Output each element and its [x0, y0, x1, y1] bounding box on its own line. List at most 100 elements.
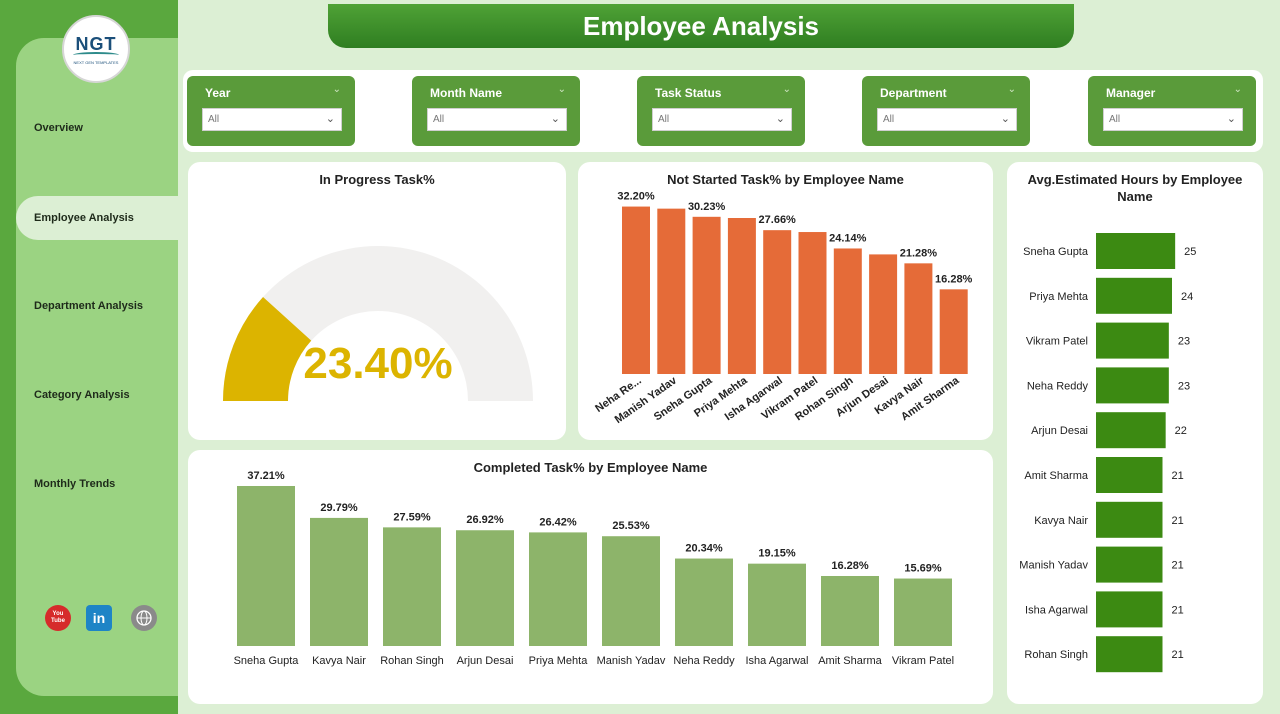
sidebar-item-department-analysis[interactable]: Department Analysis	[16, 284, 178, 328]
category-label: Rohan Singh	[1024, 649, 1088, 661]
bar[interactable]	[1096, 277, 1172, 314]
gauge-fill	[223, 297, 312, 401]
data-label: 29.79%	[320, 502, 358, 514]
data-label: 21	[1172, 649, 1184, 661]
bar[interactable]	[692, 216, 721, 374]
data-label: 19.15%	[758, 548, 796, 560]
bar[interactable]	[727, 218, 756, 374]
sidebar-item-overview[interactable]: Overview	[16, 106, 178, 150]
chart-title: Completed Task% by Employee Name	[473, 460, 708, 475]
data-label: 24	[1181, 291, 1193, 303]
bar[interactable]	[622, 206, 650, 374]
filter-value: All	[658, 114, 670, 125]
bar[interactable]	[748, 563, 806, 646]
linkedin-icon[interactable]: in	[86, 605, 112, 631]
chart-title: Avg.Estimated Hours by Employee Name	[1027, 172, 1243, 204]
filter-dropdown[interactable]: All ⌄	[877, 108, 1017, 131]
bar[interactable]	[310, 517, 368, 646]
filter-task-status: Task Status ⌄ All ⌄	[637, 76, 805, 146]
sidebar-panel	[16, 38, 178, 696]
filter-department: Department ⌄ All ⌄	[862, 76, 1030, 146]
chevron-down-icon: ⌄	[550, 113, 560, 125]
completed-card: Completed Task% by Employee Name 37.21% S…	[188, 450, 993, 704]
bar[interactable]	[1096, 591, 1163, 628]
gauge-track	[223, 246, 533, 401]
chevron-down-icon[interactable]: ⌄	[1007, 84, 1016, 95]
filter-manager: Manager ⌄ All ⌄	[1088, 76, 1256, 146]
bar[interactable]	[1096, 233, 1176, 269]
logo-swoosh	[73, 51, 119, 58]
bar[interactable]	[529, 532, 587, 646]
category-label: Amit Sharma	[1024, 470, 1088, 482]
bar[interactable]	[1096, 546, 1163, 583]
category-label: Manish Yadav	[1019, 560, 1088, 572]
data-label: 26.92%	[466, 514, 504, 526]
bar[interactable]	[763, 230, 792, 374]
globe-glyph	[136, 610, 152, 626]
chevron-down-icon: ⌄	[325, 113, 335, 125]
bar[interactable]	[1096, 367, 1169, 404]
bar[interactable]	[833, 248, 862, 374]
data-label: 24.14%	[829, 232, 867, 244]
filter-dropdown[interactable]: All ⌄	[427, 108, 567, 131]
avg-hours-card: Avg.Estimated Hours by Employee Name Sne…	[1007, 162, 1263, 704]
category-label: Priya Mehta	[529, 655, 589, 667]
chevron-down-icon: ⌄	[1000, 113, 1010, 125]
bar[interactable]	[1096, 322, 1169, 359]
data-label: 32.20%	[617, 191, 655, 203]
filter-value: All	[433, 114, 445, 125]
category-label: Sneha Gupta	[1023, 246, 1089, 258]
data-label: 21.28%	[900, 247, 938, 259]
bar[interactable]	[939, 289, 968, 374]
in-progress-card: In Progress Task% 23.40%	[188, 162, 566, 440]
filter-dropdown[interactable]: All ⌄	[652, 108, 792, 131]
bar[interactable]	[1096, 457, 1163, 493]
gauge-chart: 23.40%	[223, 246, 533, 401]
bar[interactable]	[456, 530, 514, 646]
chevron-down-icon[interactable]: ⌄	[332, 84, 341, 95]
bar[interactable]	[383, 527, 441, 646]
chevron-down-icon[interactable]: ⌄	[557, 84, 566, 95]
category-label: Isha Agarwal	[1025, 604, 1088, 616]
data-label: 25	[1184, 246, 1196, 258]
youtube-icon[interactable]: You Tube	[45, 605, 71, 631]
bar[interactable]	[602, 536, 660, 646]
filter-label: Manager	[1106, 86, 1156, 100]
category-label: Rohan Singh	[380, 655, 444, 667]
filter-label: Task Status	[655, 86, 722, 100]
category-label: Priya Mehta	[1029, 291, 1089, 303]
sidebar-item-monthly-trends[interactable]: Monthly Trends	[16, 462, 178, 506]
bar[interactable]	[1096, 636, 1163, 673]
chevron-down-icon: ⌄	[775, 113, 785, 125]
category-label: Kavya Nair	[1034, 515, 1088, 527]
data-label: 37.21%	[247, 470, 285, 482]
globe-icon[interactable]	[131, 605, 157, 631]
bar[interactable]	[904, 263, 933, 374]
bar[interactable]	[657, 208, 686, 374]
sidebar-item-category-analysis[interactable]: Category Analysis	[16, 373, 178, 417]
data-label: 23	[1178, 336, 1190, 348]
filter-dropdown[interactable]: All ⌄	[202, 108, 342, 131]
bar[interactable]	[869, 254, 898, 374]
sidebar-item-label: Employee Analysis	[34, 212, 134, 224]
filter-label: Month Name	[430, 86, 502, 100]
sidebar-item-employee-analysis[interactable]: Employee Analysis	[16, 196, 178, 240]
bar[interactable]	[675, 558, 733, 646]
data-label: 21	[1172, 560, 1184, 572]
chart-title: Not Started Task% by Employee Name	[667, 172, 904, 187]
bar[interactable]	[237, 485, 295, 646]
chevron-down-icon[interactable]: ⌄	[782, 84, 791, 95]
filter-value: All	[883, 114, 895, 125]
data-label: 16.28%	[935, 273, 973, 285]
data-label: 23	[1178, 380, 1190, 392]
bar[interactable]	[798, 232, 827, 374]
bar[interactable]	[1096, 412, 1166, 449]
category-label: Neha Reddy	[673, 655, 735, 667]
ngt-logo: NGT NEXT GEN TEMPLATES	[62, 15, 130, 83]
data-label: 21	[1172, 515, 1184, 527]
bar[interactable]	[894, 578, 952, 646]
chevron-down-icon[interactable]: ⌄	[1233, 84, 1242, 95]
bar[interactable]	[821, 575, 879, 646]
bar[interactable]	[1096, 501, 1163, 538]
filter-dropdown[interactable]: All ⌄	[1103, 108, 1243, 131]
